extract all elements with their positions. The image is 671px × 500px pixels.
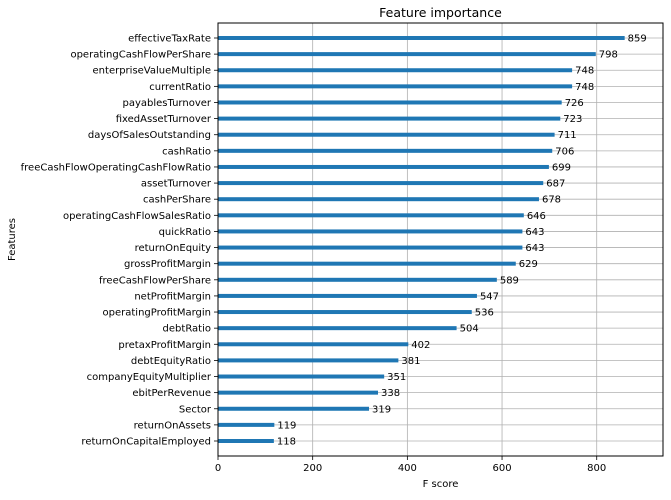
bar — [218, 52, 596, 57]
x-tick-label: 400 — [398, 463, 417, 474]
label-layer: 859 effectiveTaxRate 798 operatingCashFlowP… — [21, 34, 647, 475]
bar — [218, 213, 524, 218]
chart-title: Feature importance — [379, 5, 502, 20]
data-label: 646 — [527, 211, 546, 222]
bar — [218, 310, 472, 315]
x-tick-label: 200 — [303, 463, 322, 474]
bar — [218, 358, 399, 363]
data-label: 589 — [500, 275, 519, 286]
y-tick-label: daysOfSalesOutstanding — [88, 130, 211, 141]
data-label: 402 — [411, 340, 430, 351]
data-label: 629 — [519, 259, 538, 270]
data-label: 726 — [565, 98, 584, 109]
data-label: 748 — [575, 66, 594, 77]
bar — [218, 197, 539, 202]
y-tick-label: returnOnCapitalEmployed — [81, 437, 211, 448]
bar — [218, 293, 477, 298]
data-label: 748 — [575, 82, 594, 93]
bar — [218, 406, 370, 411]
bar-layer — [218, 36, 625, 443]
bar — [218, 36, 625, 40]
y-tick-label: Sector — [179, 404, 212, 415]
bar — [218, 439, 274, 443]
bar — [218, 326, 457, 331]
bar — [218, 374, 385, 379]
y-tick-label: debtRatio — [163, 324, 211, 335]
y-tick-label: effectiveTaxRate — [128, 34, 211, 45]
data-label: 118 — [277, 437, 296, 448]
data-label: 547 — [480, 291, 499, 302]
bar — [218, 245, 523, 250]
y-tick-label: freeCashFlowOperatingCashFlowRatio — [21, 162, 211, 173]
bar — [218, 68, 573, 73]
bar — [218, 132, 555, 137]
x-tick-label: 0 — [215, 463, 221, 474]
y-tick-label: companyEquityMultiplier — [87, 372, 212, 383]
data-label: 504 — [460, 324, 479, 335]
y-tick-label: netProfitMargin — [134, 291, 211, 302]
y-tick-label: freeCashFlowPerShare — [99, 275, 211, 286]
data-label: 643 — [525, 227, 544, 238]
bar — [218, 164, 549, 169]
data-label: 859 — [628, 34, 647, 45]
y-tick-label: returnOnAssets — [134, 420, 211, 431]
data-label: 119 — [277, 420, 296, 431]
bar — [218, 148, 553, 153]
bar — [218, 229, 523, 234]
x-tick-label: 800 — [587, 463, 606, 474]
data-label: 338 — [381, 388, 400, 399]
y-tick-label: payablesTurnover — [122, 98, 211, 109]
y-tick-label: enterpriseValueMultiple — [93, 66, 211, 77]
y-axis-label: Features — [7, 218, 18, 261]
y-tick-label: currentRatio — [149, 82, 211, 93]
y-tick-label: ebitPerRevenue — [132, 388, 211, 399]
plot-frame — [217, 22, 664, 457]
bar — [218, 422, 275, 427]
bar — [218, 277, 497, 282]
bar — [218, 390, 379, 395]
data-label: 711 — [558, 130, 577, 141]
data-label: 699 — [552, 162, 571, 173]
bar — [218, 342, 409, 347]
data-label: 319 — [372, 404, 391, 415]
bar — [218, 116, 561, 121]
y-tick-label: cashPerShare — [143, 195, 211, 206]
data-label: 643 — [525, 243, 544, 254]
y-tick-label: operatingProfitMargin — [103, 308, 211, 319]
data-label: 798 — [599, 50, 618, 61]
bar — [218, 181, 544, 186]
data-label: 381 — [401, 356, 420, 367]
data-label: 678 — [542, 195, 561, 206]
y-tick-label: operatingCashFlowSalesRatio — [63, 211, 211, 222]
tick-layer — [214, 37, 598, 460]
y-tick-label: quickRatio — [159, 227, 211, 238]
data-label: 723 — [563, 114, 582, 125]
data-label: 351 — [387, 372, 406, 383]
y-tick-label: assetTurnover — [141, 179, 212, 190]
x-tick-label: 600 — [492, 463, 511, 474]
bar — [218, 84, 573, 89]
y-tick-label: operatingCashFlowPerShare — [70, 50, 211, 61]
data-label: 687 — [546, 179, 565, 190]
data-label: 706 — [555, 146, 574, 157]
bar — [218, 261, 516, 266]
y-tick-label: returnOnEquity — [135, 243, 211, 254]
y-tick-label: pretaxProfitMargin — [118, 340, 211, 351]
y-tick-label: fixedAssetTurnover — [116, 114, 212, 125]
y-tick-label: grossProfitMargin — [124, 259, 211, 270]
x-axis-label: F score — [423, 479, 459, 490]
bar — [218, 100, 562, 105]
y-tick-label: cashRatio — [162, 146, 211, 157]
y-tick-label: debtEquityRatio — [131, 356, 211, 367]
data-label: 536 — [475, 308, 494, 319]
